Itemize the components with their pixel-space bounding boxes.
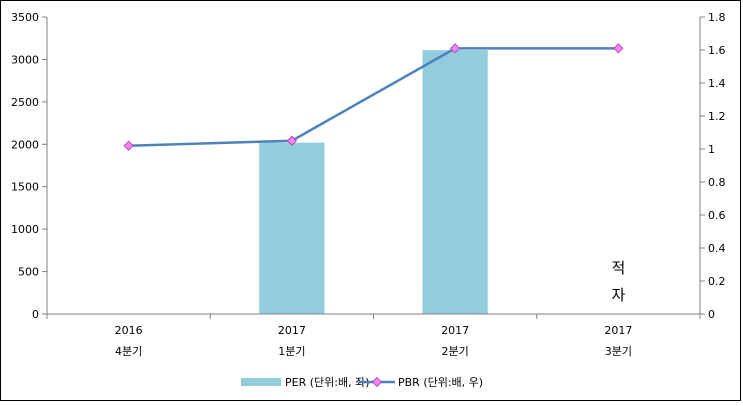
axes [42,16,705,319]
right-tick-label: 1.8 [708,11,726,24]
category-label: 2016 [115,324,143,337]
per-bars [259,50,488,314]
left-axis-ticks: 0 500 1000 1500 2000 2500 3000 3500 [11,11,39,321]
category-label: 2017 [604,324,632,337]
category-label: 1분기 [278,345,305,358]
category-label: 2017 [278,324,306,337]
right-tick-label: 0.8 [708,176,726,189]
right-tick-label: 1.2 [708,110,726,123]
legend: PER (단위:배, 좌) PBR (단위:배, 우) [241,376,483,389]
category-label: 2분기 [442,345,469,358]
pbr-series-line [128,47,619,147]
legend-pbr-marker [371,376,383,388]
category-labels: 2016 4분기 2017 1분기 2017 2분기 2017 3분기 [115,324,633,358]
left-tick-label: 3000 [11,53,39,66]
left-tick-label: 1500 [11,181,39,194]
left-tick-label: 3500 [11,11,39,24]
per-bar [422,50,488,314]
left-tick-label: 1000 [11,223,39,236]
pbr-line [123,43,624,151]
category-label: 2017 [441,324,469,337]
pbr-point [613,43,624,54]
right-tick-label: 0.2 [708,275,726,288]
pbr-point [123,140,134,151]
left-tick-label: 2000 [11,138,39,151]
left-tick-label: 2500 [11,96,39,109]
left-tick-label: 500 [18,266,39,279]
category-label: 4분기 [115,345,142,358]
legend-pbr-label: PBR (단위:배, 우) [398,376,483,389]
right-tick-label: 1.6 [708,44,726,57]
pbr-point [450,43,461,54]
legend-per-label: PER (단위:배, 좌) [285,376,370,389]
right-tick-label: 0.6 [708,209,726,222]
pbr-point [286,135,297,146]
per-bar [259,142,325,314]
annotation-text: 적 [611,259,625,277]
right-axis-ticks: 0 0.2 0.4 0.6 0.8 1 1.2 1.4 1.6 1.8 [708,11,726,321]
right-tick-label: 1.4 [708,77,726,90]
annotation-text: 자 [611,286,625,304]
category-label: 3분기 [605,345,632,358]
right-tick-label: 1 [708,143,715,156]
left-tick-label: 0 [32,308,39,321]
right-tick-label: 0.4 [708,242,726,255]
right-tick-label: 0 [708,308,715,321]
deficit-annotation: 적자 [611,259,625,304]
legend-per-swatch [241,378,281,386]
